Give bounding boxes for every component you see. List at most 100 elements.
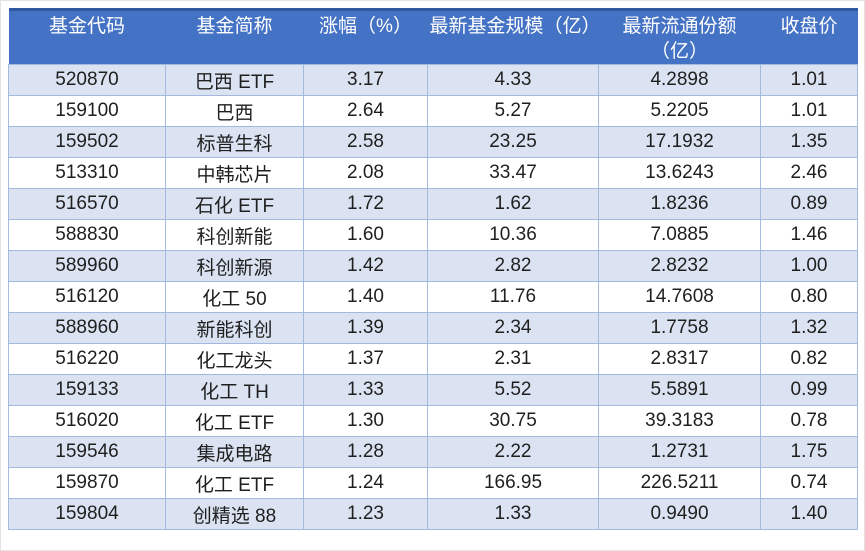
column-header-close-price: 收盘价 — [760, 8, 858, 65]
cell-circulating-shares: 5.5891 — [598, 374, 761, 406]
cell-circulating-shares: 39.3183 — [598, 405, 761, 437]
cell-close-price: 0.78 — [760, 405, 858, 437]
cell-fund-name: 化工 TH — [165, 374, 304, 406]
cell-fund-code: 520870 — [8, 64, 166, 96]
cell-circulating-shares: 0.9490 — [598, 498, 761, 530]
cell-fund-name: 科创新能 — [165, 219, 304, 251]
cell-fund-size: 5.27 — [427, 95, 599, 127]
cell-circulating-shares: 1.7758 — [598, 312, 761, 344]
column-header-fund-size: 最新基金规模（亿） — [427, 8, 601, 65]
cell-fund-size: 1.33 — [427, 498, 599, 530]
cell-fund-code: 588960 — [8, 312, 166, 344]
table-row: 516570 石化 ETF 1.72 1.62 1.8236 0.89 — [8, 188, 858, 220]
cell-circulating-shares: 4.2898 — [598, 64, 761, 96]
table-row: 516220 化工龙头 1.37 2.31 2.8317 0.82 — [8, 343, 858, 375]
cell-fund-code: 159502 — [8, 126, 166, 158]
table-row: 520870 巴西 ETF 3.17 4.33 4.2898 1.01 — [8, 64, 858, 96]
table-body: 520870 巴西 ETF 3.17 4.33 4.2898 1.01 159100 巴西 2.… — [8, 64, 858, 530]
column-header-circulating-shares: 最新流通份额 （亿） — [598, 8, 761, 65]
cell-fund-name: 中韩芯片 — [165, 157, 304, 189]
cell-fund-name: 创精选 88 — [165, 498, 304, 530]
cell-close-price: 1.46 — [760, 219, 858, 251]
cell-fund-name: 化工 50 — [165, 281, 304, 313]
cell-fund-code: 159804 — [8, 498, 166, 530]
cell-fund-size: 11.76 — [427, 281, 599, 313]
cell-close-price: 2.46 — [760, 157, 858, 189]
cell-fund-name: 化工 ETF — [165, 467, 304, 499]
cell-fund-name: 科创新源 — [165, 250, 304, 282]
cell-circulating-shares: 1.2731 — [598, 436, 761, 468]
cell-close-price: 1.01 — [760, 95, 858, 127]
cell-change-pct: 1.28 — [303, 436, 428, 468]
cell-circulating-shares: 5.2205 — [598, 95, 761, 127]
cell-circulating-shares: 2.8317 — [598, 343, 761, 375]
cell-fund-name: 标普生科 — [165, 126, 304, 158]
cell-fund-size: 2.82 — [427, 250, 599, 282]
cell-change-pct: 3.17 — [303, 64, 428, 96]
cell-fund-size: 166.95 — [427, 467, 599, 499]
table-row: 159133 化工 TH 1.33 5.52 5.5891 0.99 — [8, 374, 858, 406]
cell-close-price: 1.40 — [760, 498, 858, 530]
cell-fund-size: 30.75 — [427, 405, 599, 437]
cell-change-pct: 1.72 — [303, 188, 428, 220]
cell-fund-size: 33.47 — [427, 157, 599, 189]
cell-change-pct: 1.30 — [303, 405, 428, 437]
cell-fund-name: 新能科创 — [165, 312, 304, 344]
cell-close-price: 1.00 — [760, 250, 858, 282]
cell-change-pct: 1.37 — [303, 343, 428, 375]
cell-fund-code: 513310 — [8, 157, 166, 189]
cell-circulating-shares: 13.6243 — [598, 157, 761, 189]
fund-table: 基金代码 基金简称 涨幅（%） 最新基金规模（亿） 最新流通份额 （亿） 收盘价 5208… — [8, 8, 858, 530]
cell-circulating-shares: 1.8236 — [598, 188, 761, 220]
table-row: 588960 新能科创 1.39 2.34 1.7758 1.32 — [8, 312, 858, 344]
cell-circulating-shares: 7.0885 — [598, 219, 761, 251]
cell-close-price: 1.32 — [760, 312, 858, 344]
cell-change-pct: 1.42 — [303, 250, 428, 282]
cell-fund-name: 集成电路 — [165, 436, 304, 468]
cell-close-price: 0.74 — [760, 467, 858, 499]
table-row: 513310 中韩芯片 2.08 33.47 13.6243 2.46 — [8, 157, 858, 189]
table-row: 588830 科创新能 1.60 10.36 7.0885 1.46 — [8, 219, 858, 251]
cell-fund-code: 588830 — [8, 219, 166, 251]
header-row: 基金代码 基金简称 涨幅（%） 最新基金规模（亿） 最新流通份额 （亿） 收盘价 — [8, 8, 858, 65]
table-row: 516120 化工 50 1.40 11.76 14.7608 0.80 — [8, 281, 858, 313]
table-row: 159546 集成电路 1.28 2.22 1.2731 1.75 — [8, 436, 858, 468]
cell-fund-code: 159100 — [8, 95, 166, 127]
cell-change-pct: 1.39 — [303, 312, 428, 344]
cell-change-pct: 1.23 — [303, 498, 428, 530]
cell-fund-size: 23.25 — [427, 126, 599, 158]
cell-circulating-shares: 17.1932 — [598, 126, 761, 158]
cell-circulating-shares: 226.5211 — [598, 467, 761, 499]
cell-fund-size: 1.62 — [427, 188, 599, 220]
cell-fund-code: 589960 — [8, 250, 166, 282]
cell-fund-size: 5.52 — [427, 374, 599, 406]
cell-change-pct: 1.24 — [303, 467, 428, 499]
table-row: 589960 科创新源 1.42 2.82 2.8232 1.00 — [8, 250, 858, 282]
cell-fund-size: 4.33 — [427, 64, 599, 96]
cell-fund-code: 516120 — [8, 281, 166, 313]
cell-fund-name: 石化 ETF — [165, 188, 304, 220]
cell-close-price: 1.01 — [760, 64, 858, 96]
table-row: 159870 化工 ETF 1.24 166.95 226.5211 0.74 — [8, 467, 858, 499]
cell-circulating-shares: 14.7608 — [598, 281, 761, 313]
cell-fund-code: 516020 — [8, 405, 166, 437]
table-row: 159100 巴西 2.64 5.27 5.2205 1.01 — [8, 95, 858, 127]
column-header-fund-name: 基金简称 — [165, 8, 304, 65]
cell-circulating-shares: 2.8232 — [598, 250, 761, 282]
cell-fund-code: 159870 — [8, 467, 166, 499]
cell-fund-name: 化工龙头 — [165, 343, 304, 375]
cell-fund-code: 516570 — [8, 188, 166, 220]
cell-change-pct: 2.08 — [303, 157, 428, 189]
cell-fund-code: 516220 — [8, 343, 166, 375]
cell-close-price: 0.89 — [760, 188, 858, 220]
cell-fund-name: 巴西 — [165, 95, 304, 127]
cell-fund-name: 巴西 ETF — [165, 64, 304, 96]
cell-close-price: 0.80 — [760, 281, 858, 313]
cell-change-pct: 2.64 — [303, 95, 428, 127]
cell-close-price: 0.99 — [760, 374, 858, 406]
cell-close-price: 1.35 — [760, 126, 858, 158]
cell-fund-size: 2.34 — [427, 312, 599, 344]
cell-fund-size: 2.22 — [427, 436, 599, 468]
cell-change-pct: 2.58 — [303, 126, 428, 158]
